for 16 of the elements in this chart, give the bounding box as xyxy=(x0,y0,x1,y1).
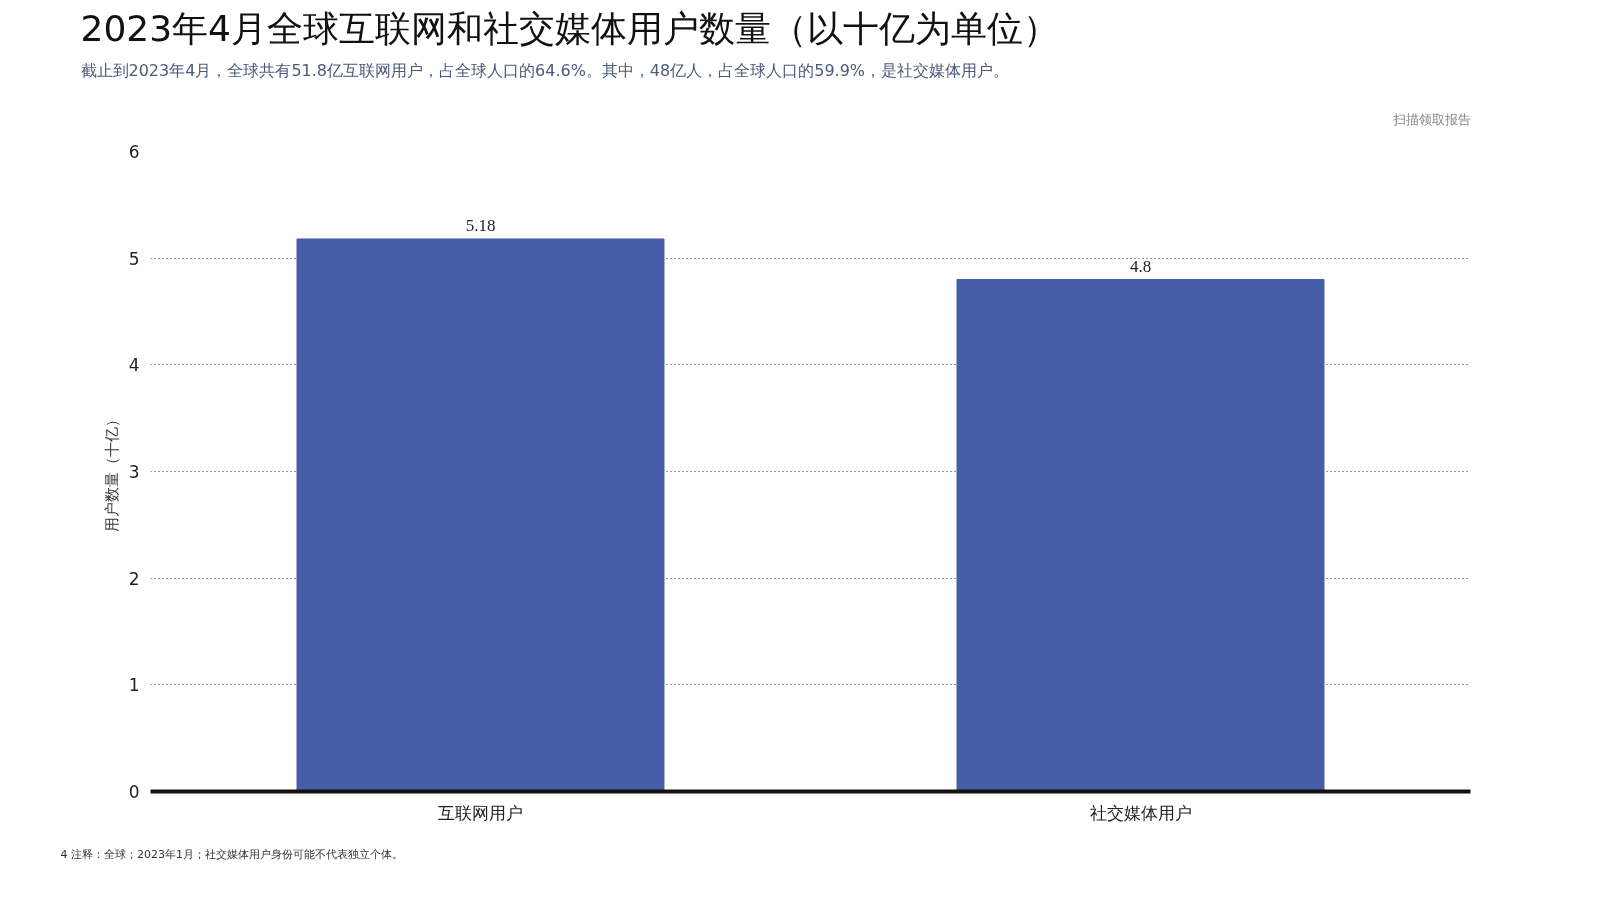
x-tick-label: 互联网用户 xyxy=(438,802,523,823)
y-axis-title: 用户数量（十亿） xyxy=(102,411,121,532)
data-label: 4.8 xyxy=(1129,256,1152,276)
x-tick-label: 社交媒体用户 xyxy=(1089,802,1192,823)
text: 4 注释：全球；2023年1月；社交媒体用户身份可能不代表独立个体。 xyxy=(60,847,403,861)
y-tick-label: 4 xyxy=(128,355,140,376)
data-label: 5.18 xyxy=(465,215,496,235)
chart-subtitle: 截止到2023年4月，全球共有51.8亿互联网用户，占全球人口的64.6%。其中，48亿人，占全球人口的59.9%，是社交媒体用户。 xyxy=(80,60,1010,80)
y-tick-label: 3 xyxy=(128,462,140,482)
chart-title: 2023年4月全球互联网和社交媒体用户数量（以十亿为单位） xyxy=(80,7,1060,49)
y-tick-label: 5 xyxy=(128,248,140,269)
y-tick-label: 1 xyxy=(128,675,140,696)
text: 扫描领取报告 xyxy=(1391,111,1471,127)
y-tick-label: 0 xyxy=(128,782,140,802)
y-tick-label: 6 xyxy=(128,142,140,162)
y-tick-label: 2 xyxy=(128,568,140,589)
